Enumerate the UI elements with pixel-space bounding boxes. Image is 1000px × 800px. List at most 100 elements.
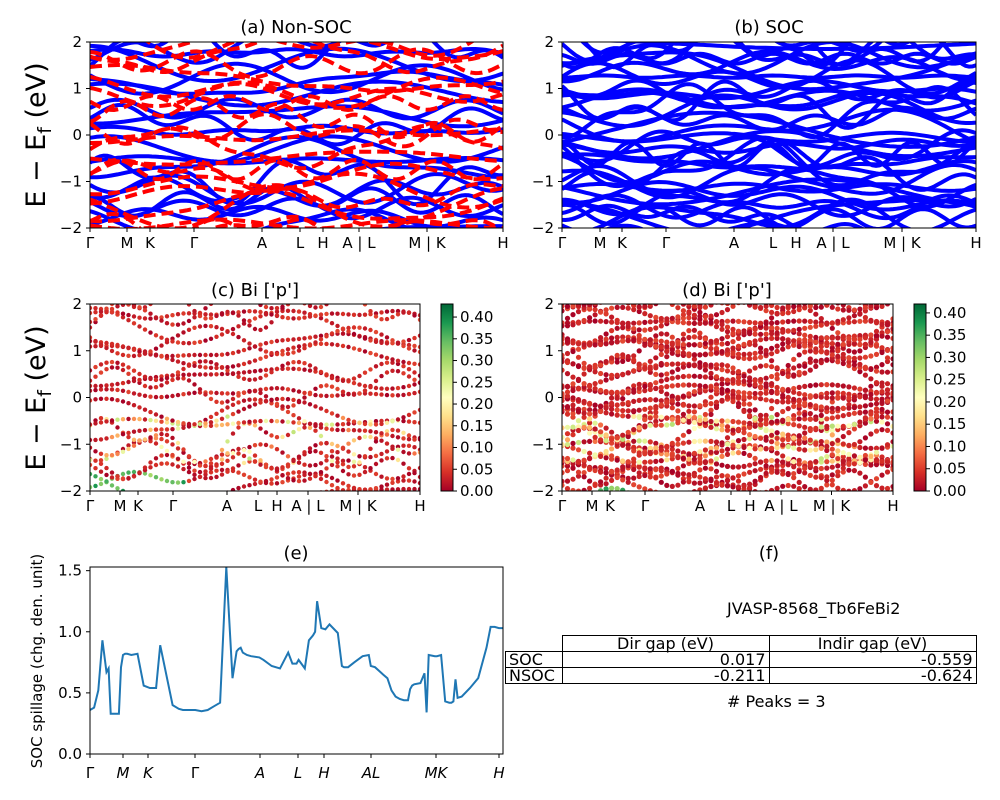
proj-point bbox=[587, 485, 593, 491]
proj-point bbox=[120, 311, 126, 316]
proj-point bbox=[647, 304, 653, 307]
proj-point bbox=[863, 500, 868, 505]
proj-point bbox=[609, 395, 615, 401]
proj-point bbox=[840, 423, 846, 429]
proj-point bbox=[175, 376, 181, 381]
proj-point bbox=[829, 341, 835, 347]
proj-point bbox=[181, 361, 186, 366]
proj-point bbox=[181, 321, 186, 326]
proj-point bbox=[90, 310, 93, 316]
proj-point bbox=[570, 348, 576, 355]
proj-point bbox=[741, 330, 747, 336]
xtick-label-d: H bbox=[744, 497, 755, 515]
proj-point bbox=[285, 409, 291, 415]
proj-point bbox=[598, 362, 604, 368]
proj-point bbox=[713, 468, 720, 474]
proj-point bbox=[681, 512, 686, 517]
proj-point bbox=[90, 422, 93, 427]
proj-point bbox=[708, 478, 714, 484]
proj-point bbox=[318, 422, 324, 427]
proj-point bbox=[170, 435, 175, 441]
proj-point bbox=[857, 444, 863, 451]
proj-point bbox=[406, 437, 412, 442]
proj-point bbox=[763, 336, 769, 342]
proj-point bbox=[890, 322, 893, 328]
proj-point bbox=[851, 349, 858, 355]
proj-point bbox=[642, 336, 648, 342]
proj-point bbox=[802, 430, 808, 436]
proj-point bbox=[791, 403, 797, 409]
proj-point bbox=[417, 362, 420, 367]
proj-point bbox=[802, 400, 808, 406]
panel-c-projection bbox=[90, 304, 420, 499]
proj-point bbox=[807, 427, 813, 434]
proj-point bbox=[851, 421, 858, 427]
proj-point bbox=[741, 444, 747, 450]
proj-point bbox=[680, 440, 687, 446]
proj-point bbox=[143, 495, 147, 499]
proj-point bbox=[807, 447, 813, 453]
proj-point bbox=[708, 345, 714, 352]
proj-point bbox=[862, 474, 869, 480]
proj-point bbox=[109, 470, 115, 475]
proj-point bbox=[379, 392, 384, 397]
proj-point bbox=[664, 376, 670, 383]
proj-point bbox=[598, 408, 604, 414]
proj-point bbox=[159, 318, 164, 323]
proj-point bbox=[884, 358, 891, 365]
proj-point bbox=[735, 443, 742, 449]
proj-point bbox=[719, 440, 725, 446]
proj-point bbox=[142, 308, 148, 313]
proj-point bbox=[857, 394, 863, 400]
proj-point bbox=[824, 340, 830, 346]
proj-point bbox=[873, 320, 880, 326]
proj-point bbox=[318, 425, 324, 430]
proj-point bbox=[680, 402, 687, 408]
proj-point bbox=[840, 333, 846, 339]
proj-point bbox=[708, 497, 713, 502]
proj-point bbox=[252, 326, 258, 332]
proj-point bbox=[104, 360, 109, 365]
proj-point bbox=[357, 420, 362, 426]
proj-point bbox=[846, 295, 851, 300]
proj-point bbox=[291, 388, 296, 393]
proj-point bbox=[669, 304, 675, 307]
proj-point bbox=[329, 311, 335, 316]
proj-point bbox=[818, 412, 824, 418]
proj-point bbox=[615, 288, 620, 293]
proj-point bbox=[324, 383, 329, 388]
proj-point bbox=[669, 468, 675, 474]
proj-point bbox=[813, 459, 819, 465]
proj-point bbox=[258, 356, 263, 361]
colorbar-tick-label: 0.25 bbox=[933, 371, 966, 389]
proj-point bbox=[269, 466, 274, 471]
proj-point bbox=[857, 318, 863, 324]
proj-point bbox=[735, 378, 742, 384]
proj-point bbox=[874, 513, 879, 518]
proj-point bbox=[763, 331, 769, 337]
proj-point bbox=[384, 360, 390, 365]
proj-point bbox=[93, 474, 98, 479]
proj-point bbox=[735, 318, 742, 324]
proj-point bbox=[642, 304, 648, 310]
proj-point bbox=[658, 351, 664, 357]
proj-point bbox=[236, 393, 241, 398]
proj-point bbox=[90, 388, 93, 393]
proj-point bbox=[126, 345, 131, 351]
proj-point bbox=[153, 456, 159, 461]
proj-point bbox=[647, 474, 653, 480]
proj-point bbox=[647, 358, 653, 364]
proj-point bbox=[735, 335, 742, 341]
proj-point bbox=[835, 456, 841, 462]
proj-point bbox=[785, 373, 791, 379]
proj-point bbox=[802, 424, 808, 430]
proj-point bbox=[631, 466, 637, 473]
proj-point bbox=[636, 308, 642, 315]
proj-point bbox=[192, 372, 197, 377]
proj-point bbox=[741, 436, 747, 443]
proj-point bbox=[175, 322, 181, 327]
proj-point bbox=[857, 361, 863, 367]
proj-point bbox=[603, 336, 609, 342]
proj-point bbox=[631, 398, 637, 404]
proj-point bbox=[664, 285, 669, 290]
